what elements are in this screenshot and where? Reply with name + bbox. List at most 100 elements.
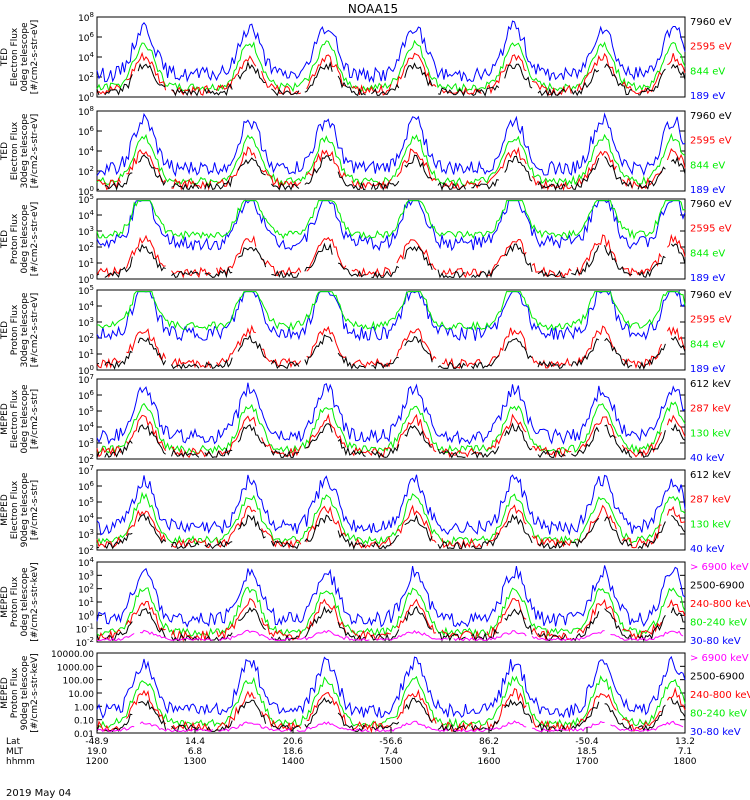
x-tick-label: 1200	[86, 757, 109, 767]
y-axis-label: TEDElectron Flux0deg telescope[#/cm2-s-s…	[0, 20, 40, 95]
legend-entry: 80-240 keV	[690, 618, 747, 629]
series-trace	[96, 146, 686, 191]
series-trace	[96, 586, 686, 638]
x-tick-label: 1600	[478, 757, 501, 767]
y-tick-label: 103	[78, 225, 94, 238]
x-tick-label: 86.2	[479, 737, 499, 747]
series-trace	[96, 413, 686, 459]
series-trace	[96, 112, 686, 177]
x-tick-label: 1300	[184, 757, 207, 767]
series-trace	[96, 20, 686, 84]
series-trace	[96, 200, 686, 241]
x-tick-label: 7.1	[678, 747, 692, 757]
x-tick-label: 19.0	[87, 747, 107, 757]
date-label: 2019 May 04	[6, 788, 71, 799]
legend-entry: 2500-6900	[690, 581, 745, 592]
series-trace	[96, 324, 686, 369]
y-tick-label: 103	[78, 316, 94, 329]
y-tick-label: 10-1	[76, 623, 94, 636]
x-row-label: hhmm	[6, 757, 35, 767]
y-tick-label: 0.10	[74, 717, 94, 727]
y-tick-label: 104	[78, 300, 94, 313]
legend-entry: 130 keV	[690, 428, 731, 439]
legend-entry: 240-800 keV	[690, 690, 750, 701]
legend-entry: > 6900 keV	[690, 562, 749, 573]
legend-entry: 130 keV	[690, 519, 731, 530]
y-axis-label: TEDProton Flux30deg telescope[#/cm2-s-st…	[0, 292, 40, 367]
series-trace	[96, 242, 686, 279]
y-tick-label: 10.00	[68, 690, 94, 700]
series-trace	[96, 60, 686, 97]
series-trace	[96, 504, 686, 550]
x-tick-label: 20.6	[283, 737, 303, 747]
y-tick-label: 102	[78, 71, 94, 84]
y-tick-label: 102	[78, 583, 94, 596]
y-axis-label: MEPEDElectron Flux90deg telescope[#/cm2-…	[0, 472, 40, 547]
panel-1: 100 102 104 106 108 TEDElectron Flux0deg tele…	[0, 11, 732, 104]
series-trace	[96, 291, 686, 332]
series-trace	[96, 39, 686, 93]
y-tick-label: 104	[78, 209, 94, 222]
legend-entry: 2500-6900	[690, 672, 745, 683]
y-tick-label: 104	[78, 556, 94, 569]
y-tick-label: 105	[78, 405, 94, 418]
x-tick-label: 18.6	[283, 747, 303, 757]
series-trace	[96, 720, 684, 733]
series-trace	[96, 491, 686, 546]
legend-entry: 189 eV	[690, 91, 725, 102]
x-tick-label: 13.2	[675, 737, 695, 747]
legend-entry: 287 keV	[690, 495, 731, 506]
panel-frame	[96, 378, 686, 460]
legend-entry: 30-80 keV	[690, 727, 741, 738]
y-tick-label: 0.01	[74, 730, 94, 740]
legend-entry: 7960 eV	[690, 111, 732, 122]
plot-title: NOAA15	[348, 2, 398, 16]
legend-entry: 80-240 keV	[690, 709, 747, 720]
y-axis-label: MEPEDProton Flux0deg telescope[#/cm2-s-s…	[0, 562, 40, 641]
series-trace	[97, 629, 684, 642]
series-trace	[96, 382, 686, 445]
legend-entry: 2595 eV	[690, 315, 732, 326]
x-tick-label: 7.4	[384, 747, 399, 757]
y-tick-label: 100.00	[63, 677, 95, 687]
legend-entry: 7960 eV	[690, 290, 732, 301]
legend-entry: 189 eV	[690, 364, 725, 375]
x-tick-label: -50.4	[575, 737, 599, 747]
series-trace	[96, 675, 686, 729]
y-tick-label: 104	[78, 145, 94, 158]
y-tick-label: 108	[78, 105, 94, 118]
y-tick-label: 1000.00	[57, 663, 94, 673]
y-tick-label: 100	[78, 609, 94, 622]
legend-entry: 844 eV	[690, 160, 725, 171]
legend-entry: 844 eV	[690, 248, 725, 259]
legend-entry: 40 keV	[690, 453, 724, 464]
legend-entry: 287 keV	[690, 404, 731, 415]
y-tick-label: 102	[78, 332, 94, 345]
legend-entry: 2595 eV	[690, 42, 732, 53]
y-axis-label: MEPEDProton Flux90deg telescope[#/cm2-s-…	[0, 653, 40, 732]
legend-entry: 612 keV	[690, 379, 731, 390]
series-trace	[96, 422, 686, 459]
series-trace	[96, 697, 686, 733]
x-tick-label: -48.9	[85, 737, 109, 747]
series-trace	[96, 513, 686, 550]
series-trace	[96, 334, 686, 370]
y-tick-label: 104	[78, 51, 94, 64]
y-axis-label: TEDElectron Flux30deg telescope[#/cm2-s-…	[0, 113, 40, 188]
series-trace	[96, 605, 686, 642]
x-tick-label: 9.1	[482, 747, 496, 757]
legend-entry: 240-800 keV	[690, 599, 750, 610]
y-tick-label: 106	[78, 125, 94, 138]
y-tick-label: 1.00	[74, 703, 94, 713]
series-trace	[96, 289, 686, 342]
y-tick-label: 103	[78, 437, 94, 450]
legend-entry: 844 eV	[690, 66, 725, 77]
y-tick-label: 101	[78, 348, 94, 361]
series-trace	[96, 199, 686, 252]
